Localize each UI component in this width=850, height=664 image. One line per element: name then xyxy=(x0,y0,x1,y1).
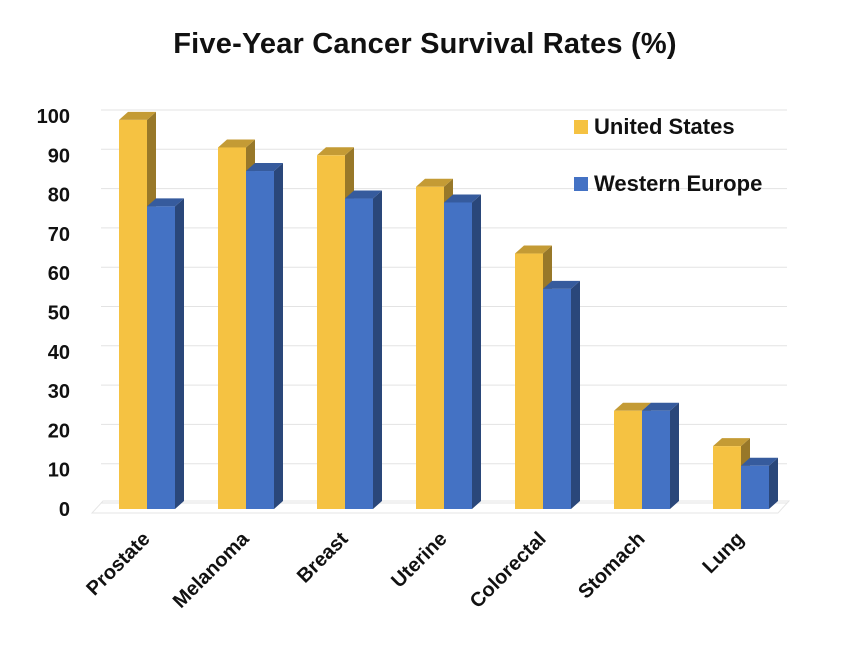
bar-side xyxy=(670,402,679,509)
y-tick-label: 60 xyxy=(48,263,70,285)
bar-united-states-breast xyxy=(317,155,345,510)
bar-western-europe-prostate xyxy=(147,206,175,509)
x-tick-label: Lung xyxy=(698,528,748,578)
bar-western-europe-colorectal xyxy=(543,288,571,509)
bar-united-states-uterine xyxy=(416,186,444,510)
bar-top xyxy=(416,178,453,187)
legend-swatch xyxy=(574,120,588,134)
y-tick-label: 50 xyxy=(48,303,70,325)
bar-top xyxy=(713,438,750,447)
bar-top xyxy=(515,245,552,254)
bar-western-europe-breast xyxy=(345,198,373,509)
bar-western-europe-uterine xyxy=(444,202,472,509)
x-tick-label: Uterine xyxy=(387,528,451,592)
x-tick-label: Stomach xyxy=(574,528,649,603)
bar-top xyxy=(317,147,354,156)
bar-side xyxy=(769,457,778,509)
bar-western-europe-melanoma xyxy=(246,171,274,509)
bar-united-states-lung xyxy=(713,446,741,509)
bar-united-states-stomach xyxy=(614,410,642,509)
y-tick-label: 0 xyxy=(59,499,70,521)
bar-side xyxy=(472,194,481,509)
bar-side xyxy=(175,198,184,509)
legend-swatch xyxy=(574,177,588,191)
bar-western-europe-lung xyxy=(741,465,769,509)
y-tick-label: 40 xyxy=(48,342,70,364)
y-tick-label: 10 xyxy=(48,460,70,482)
bar-top xyxy=(218,139,255,148)
y-tick-label: 100 xyxy=(37,106,70,128)
bar-side xyxy=(274,163,283,509)
bar-side xyxy=(571,280,580,509)
bar-top xyxy=(147,198,184,207)
bar-top xyxy=(246,163,283,172)
bar-top xyxy=(614,402,651,411)
bar-top xyxy=(444,194,481,203)
bar-united-states-colorectal xyxy=(515,253,543,509)
x-tick-label: Colorectal xyxy=(466,528,551,613)
x-tick-label: Melanoma xyxy=(169,527,254,612)
y-tick-label: 90 xyxy=(48,145,70,167)
bar-united-states-prostate xyxy=(119,119,147,510)
chart-floor xyxy=(90,500,791,514)
bar-top xyxy=(543,280,580,289)
x-tick-label: Breast xyxy=(293,528,353,588)
y-tick-label: 80 xyxy=(48,185,70,207)
bar-top xyxy=(119,111,156,120)
legend-label: United States xyxy=(594,114,735,139)
bar-western-europe-stomach xyxy=(642,410,670,509)
chart-title: Five-Year Cancer Survival Rates (%) xyxy=(173,28,677,60)
x-tick-label: Prostate xyxy=(82,528,154,600)
legend-label: Western Europe xyxy=(594,171,762,196)
bar-united-states-melanoma xyxy=(218,147,246,509)
bar-side xyxy=(373,190,382,509)
y-tick-label: 20 xyxy=(48,420,70,442)
bar-top xyxy=(345,190,382,199)
bar-top xyxy=(741,457,778,466)
bar-top xyxy=(642,402,679,411)
y-tick-label: 70 xyxy=(48,224,70,246)
y-tick-label: 30 xyxy=(48,381,70,403)
